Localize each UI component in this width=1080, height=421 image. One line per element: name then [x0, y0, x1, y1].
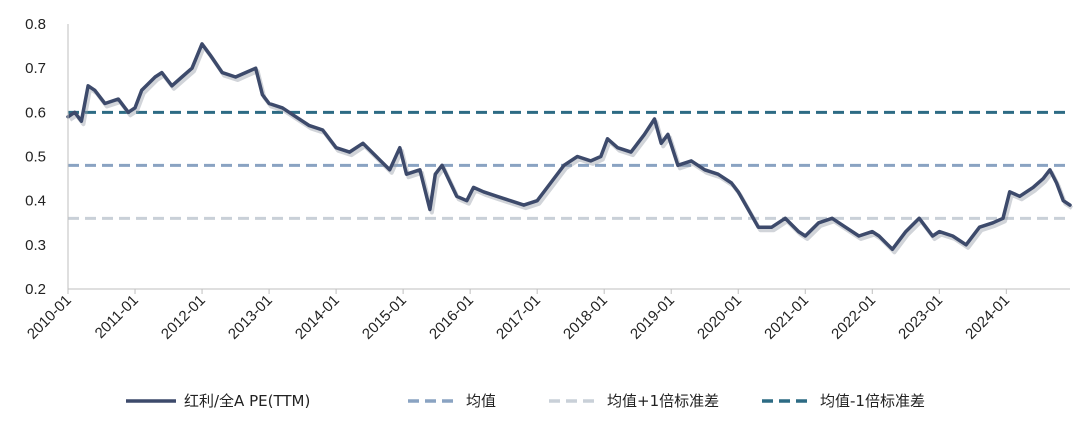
x-tick-label: 2023-01	[895, 292, 946, 343]
y-tick-label: 0.3	[25, 237, 46, 254]
x-tick-label: 2022-01	[828, 292, 879, 343]
x-tick-label: 2015-01	[359, 292, 410, 343]
legend-label: 红利/全A PE(TTM)	[184, 392, 310, 410]
y-axis: 0.2 0.3 0.4 0.5 0.6 0.7 0.8	[25, 16, 69, 298]
legend: 红利/全A PE(TTM) 均值 均值+1倍标准差 均值-1倍标准差	[126, 392, 925, 410]
x-tick-label: 2012-01	[158, 292, 209, 343]
x-tick-label: 2020-01	[694, 292, 745, 343]
x-tick-label: 2018-01	[560, 292, 611, 343]
y-tick-label: 0.2	[25, 281, 46, 298]
x-tick-label: 2017-01	[493, 292, 544, 343]
x-tick-label: 2024-01	[962, 292, 1013, 343]
x-tick-label: 2010-01	[24, 292, 75, 343]
x-tick-label: 2016-01	[426, 292, 477, 343]
series-line-ratio	[66, 42, 1072, 252]
x-tick-label: 2021-01	[761, 292, 812, 343]
y-tick-label: 0.4	[25, 193, 46, 210]
legend-label: 均值+1倍标准差	[607, 392, 719, 410]
legend-label: 均值-1倍标准差	[820, 392, 925, 410]
x-tick-label: 2019-01	[627, 292, 678, 343]
x-tick-label: 2014-01	[292, 292, 343, 343]
x-tick-label: 2013-01	[225, 292, 276, 343]
x-axis: 2010-01 2011-01 2012-01 2013-01 2014-01 2015-…	[24, 288, 1070, 343]
y-tick-label: 0.8	[25, 16, 46, 33]
legend-label: 均值	[466, 392, 496, 410]
y-tick-label: 0.5	[25, 149, 46, 166]
x-tick-label: 2011-01	[92, 292, 142, 342]
y-tick-label: 0.7	[25, 60, 46, 77]
y-tick-label: 0.6	[25, 104, 46, 121]
plot-area	[66, 42, 1074, 255]
